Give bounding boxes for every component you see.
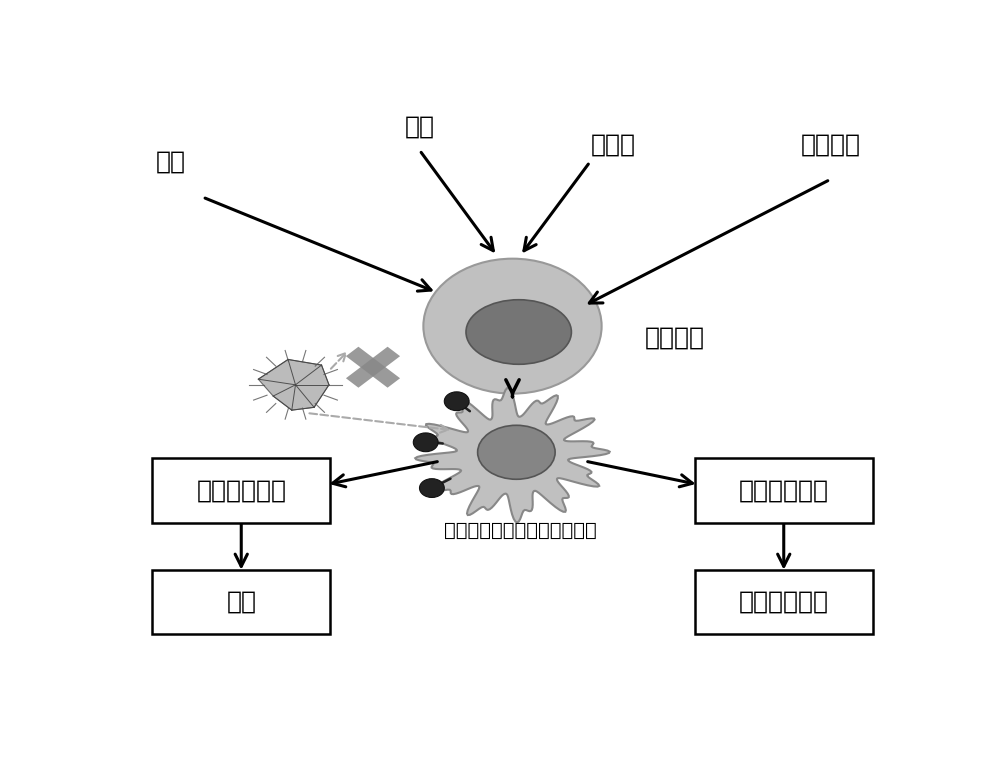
Text: 遗传因素: 遗传因素 [800,133,860,156]
Text: 免疫系统无效: 免疫系统无效 [196,479,286,502]
Polygon shape [415,388,610,523]
Text: 免疫系统有效: 免疫系统有效 [739,479,829,502]
Text: 辐射: 辐射 [404,114,434,139]
Circle shape [413,433,438,452]
FancyBboxPatch shape [695,570,873,634]
Circle shape [444,392,469,411]
Ellipse shape [423,258,602,394]
Text: 病毒: 病毒 [156,150,186,174]
Text: 正常细胞: 正常细胞 [644,326,704,350]
Polygon shape [346,347,400,388]
Ellipse shape [478,425,555,479]
Ellipse shape [466,299,571,364]
Text: 致癌物: 致癌物 [591,133,636,156]
Circle shape [420,479,444,498]
Polygon shape [346,347,400,388]
Text: 癌症: 癌症 [226,590,256,614]
Text: 破坏异常细胞: 破坏异常细胞 [739,590,829,614]
FancyBboxPatch shape [152,570,330,634]
Polygon shape [258,360,329,410]
Text: 有特异性表面蛋白的异常细胞: 有特异性表面蛋白的异常细胞 [444,521,597,540]
FancyBboxPatch shape [695,458,873,523]
FancyBboxPatch shape [152,458,330,523]
